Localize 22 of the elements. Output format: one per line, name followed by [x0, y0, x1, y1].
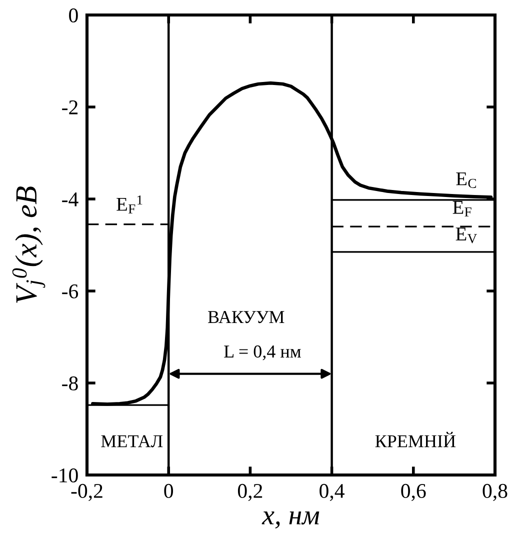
x-tick-label: 0,2: [238, 484, 262, 501]
y-tick-label: -6: [62, 284, 78, 298]
x-axis-title: x, нм: [262, 512, 320, 529]
annotation: E$_{V}$: [456, 228, 477, 244]
y-tick-label: -8: [62, 376, 78, 390]
annotation: КРЕМНІЙ: [375, 432, 456, 448]
x-tick-label: -0,2: [71, 484, 102, 501]
x-tick-label: 0,6: [401, 484, 426, 501]
y-tick-label: -4: [62, 192, 78, 206]
annotation: E$_{F}$$^{1}$: [116, 195, 142, 214]
y-tick-label: 0: [69, 8, 78, 22]
annotation: E$_{C}$: [456, 172, 476, 188]
annotation: L = 0,4 нм: [224, 345, 301, 360]
annotation: E$_{F}$: [452, 200, 472, 216]
y-axis-title: V$_{j}$$^{0}$(x), eB: [12, 186, 46, 303]
y-tick-label: -10: [52, 468, 78, 482]
x-tick-label: 0,8: [482, 484, 508, 501]
annotation: ВАКУУМ: [208, 311, 284, 324]
y-tick-label: -2: [62, 100, 78, 114]
x-tick-label: 0: [164, 484, 174, 498]
x-tick-label: 0,4: [320, 484, 344, 501]
annotation: МЕТАЛ: [101, 435, 163, 448]
